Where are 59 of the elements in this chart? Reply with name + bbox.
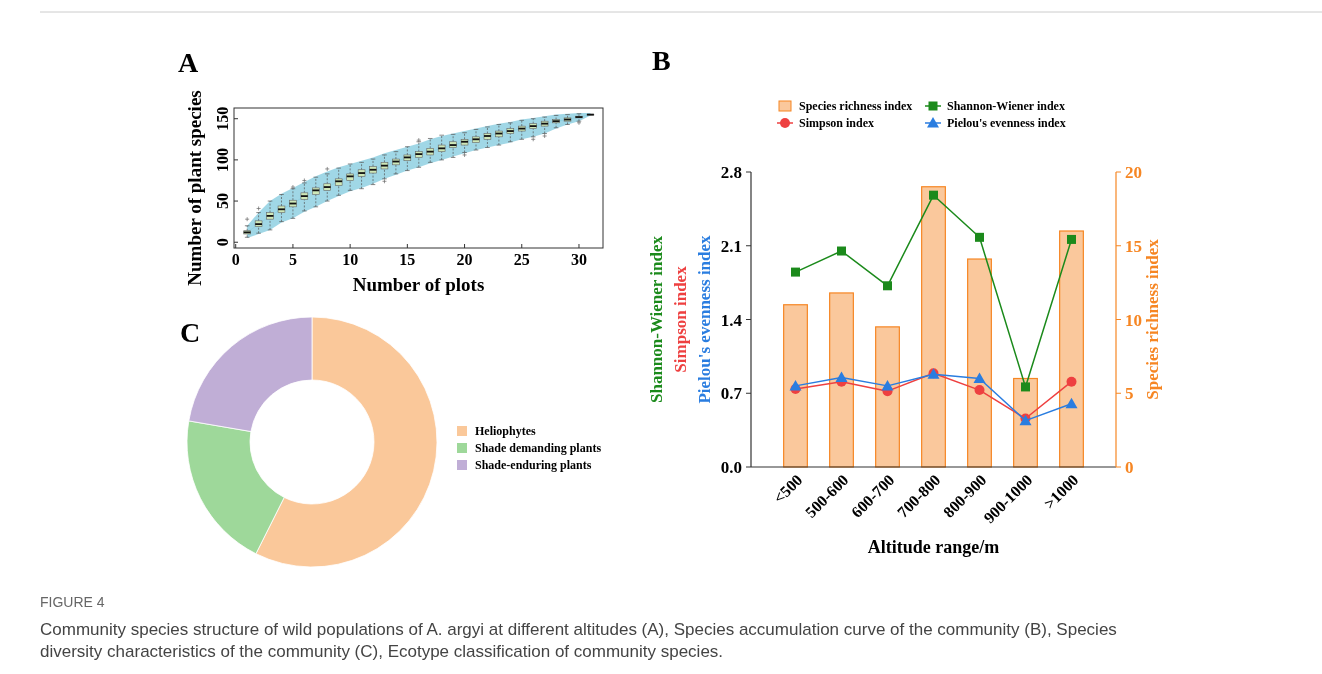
x-axis-title: Number of plots (352, 274, 485, 295)
chart-title: A (178, 47, 199, 78)
bar (829, 292, 854, 468)
y-tick-label: 2.8 (720, 163, 742, 182)
text: Pielou's evenness index (695, 235, 714, 404)
y-tick-label: 0.0 (720, 458, 742, 477)
bar (1059, 230, 1084, 468)
x-tick-label: 5 (288, 251, 297, 268)
point (973, 372, 986, 383)
legend-label: Simpson index (799, 116, 875, 130)
y-axis-title: Number of plant species (184, 90, 205, 286)
point (1067, 234, 1076, 244)
x-tick-label: <500 (770, 471, 806, 507)
x-tick-label: 10 (342, 251, 359, 268)
x-tick-label: 15 (399, 251, 416, 268)
legend-label: Shade demanding plants (475, 441, 602, 455)
legend-label: Shannon-Wiener index (947, 99, 1065, 113)
point (883, 281, 892, 291)
point (789, 379, 802, 391)
point (791, 267, 800, 277)
point (881, 379, 894, 391)
point (1065, 397, 1078, 409)
bar (875, 326, 900, 468)
y2-tick-label: 0 (1125, 458, 1134, 477)
legend-label: Heliophytes (475, 424, 536, 438)
point (929, 190, 938, 200)
caption: FIGURE 4 (40, 594, 105, 610)
point (974, 385, 985, 396)
y-tick-label: 150 (214, 106, 231, 131)
text: Shannon-Wiener index (647, 235, 666, 404)
x-tick-label: 20 (456, 251, 473, 268)
x-axis-title: Altitude range/m (867, 537, 1000, 557)
bar (921, 186, 946, 468)
chart-title: B (652, 45, 671, 76)
y-tick-label: 1.4 (720, 310, 743, 330)
x-tick-label: 30 (570, 251, 587, 268)
y2-tick-label: 20 (1125, 163, 1142, 182)
y-tick-label: 50 (214, 193, 231, 210)
bar (967, 258, 992, 468)
y2-axis-title: Species richness index (1143, 238, 1162, 400)
text: Community species structure of wild populations of A. argyi at different altitudes (A), Species accumulation curve of the community (B), Species diversity characteristics of the community (C), Ecotype classification of community species. (40, 620, 1117, 661)
point (1021, 382, 1030, 392)
point (1066, 376, 1077, 387)
point (837, 246, 846, 256)
chart-title: C (180, 317, 201, 348)
y-tick-label: 0.7 (720, 384, 743, 404)
point (835, 371, 848, 382)
legend-label: Shade-enduring plants (475, 458, 592, 472)
y-tick-label: 100 (214, 147, 231, 172)
y-tick-label: 2.1 (720, 236, 742, 256)
y2-tick-label: 10 (1125, 310, 1142, 330)
x-tick-label: 25 (513, 251, 530, 268)
text: Simpson index (671, 266, 690, 373)
point (975, 232, 984, 242)
bar (783, 304, 808, 468)
legend-label: Pielou's evenness index (947, 116, 1066, 130)
legend-label: Species richness index (799, 99, 913, 113)
y2-tick-label: 5 (1125, 384, 1134, 404)
y-tick-label: 0 (214, 238, 231, 247)
